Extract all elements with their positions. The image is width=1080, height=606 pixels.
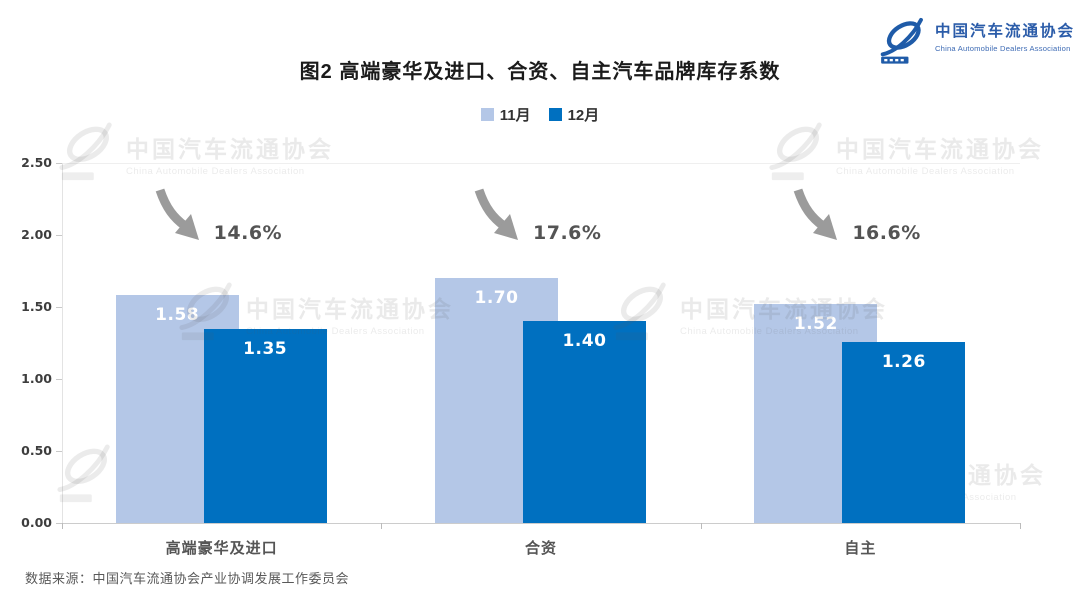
watermark-text-cn: 中国汽车流通协会	[836, 136, 1044, 162]
y-tick-mark	[56, 379, 62, 380]
x-tick-mark	[62, 523, 63, 529]
watermark: 中国汽车流通协会 China Automobile Dealers Associa…	[766, 120, 1044, 188]
watermark-text-cn: 中国汽车流通协会	[246, 296, 454, 322]
chart-legend: 11月 12月	[0, 104, 1080, 125]
bar-value-label: 1.58	[155, 305, 200, 326]
y-tick-mark	[56, 451, 62, 452]
cada-swoosh-watermark-icon	[59, 122, 112, 181]
y-tick-label: 2.00	[21, 227, 52, 242]
bar-value-label: 1.40	[562, 331, 607, 352]
x-tick-mark	[381, 523, 383, 529]
y-tick-mark	[56, 523, 62, 524]
y-tick-mark	[56, 235, 62, 236]
decline-percent-label: 14.6%	[213, 222, 283, 244]
watermark-text-cn: 中国汽车流通协会	[126, 136, 334, 162]
cada-swoosh-watermark-icon	[769, 122, 822, 181]
watermark	[54, 442, 116, 510]
legend-swatch-icon	[548, 108, 562, 121]
decline-percent-label: 17.6%	[533, 222, 602, 244]
bar-value-label: 1.35	[243, 338, 288, 359]
bar-value-label: 1.70	[474, 288, 519, 309]
category-label-高端豪华及进口: 高端豪华及进口	[165, 540, 278, 557]
x-tick-mark	[1020, 523, 1021, 529]
association-name-cn: 中国汽车流通协会	[935, 23, 1076, 40]
watermark-text: 中国汽车流通协会 China Automobile Dealers Associa…	[836, 120, 1044, 177]
y-tick-label: 0.50	[21, 443, 52, 458]
x-tick-mark	[700, 523, 702, 529]
watermark-text-en: China Automobile Dealers Association	[836, 166, 1015, 177]
legend-label: 12月	[567, 107, 600, 124]
x-axis-line	[62, 523, 1020, 524]
y-tick-label: 0.00	[21, 515, 52, 530]
legend-item-12月: 12月	[548, 104, 600, 125]
y-tick-label: 2.50	[21, 155, 52, 170]
bar-12月-合资: 1.40	[523, 321, 646, 523]
category-label-合资: 合资	[524, 540, 557, 557]
decline-arrow-icon	[474, 188, 518, 240]
decline-annotation: 16.6%	[790, 186, 920, 244]
decline-annotation: 17.6%	[471, 186, 601, 244]
y-axis-line	[62, 163, 63, 523]
y-tick-mark	[56, 307, 62, 308]
bar-value-label: 1.26	[881, 351, 926, 372]
y-tick-mark	[56, 163, 62, 164]
data-source-note: 数据来源：中国汽车流通协会产业协调发展工作委员会	[25, 571, 350, 586]
legend-item-11月: 11月	[480, 104, 531, 125]
decline-arrow-icon	[155, 188, 199, 240]
category-label-自主: 自主	[844, 540, 877, 557]
cada-banner	[881, 56, 909, 64]
gridline-top	[62, 163, 1020, 164]
bar-12月-自主: 1.26	[842, 341, 966, 523]
y-tick-label: 1.50	[21, 299, 52, 314]
cada-swoosh-icon	[880, 17, 923, 64]
association-logo: 中国汽车流通协会 China Automobile Dealers Associ…	[878, 16, 1075, 66]
legend-label: 11月	[499, 107, 531, 124]
watermark-text-en: China Automobile Dealers Association	[126, 166, 305, 177]
watermark-text: 中国汽车流通协会 China Automobile Dealers Associa…	[126, 120, 334, 177]
chart-title: 图2 高端豪华及进口、合资、自主汽车品牌库存系数	[299, 61, 781, 83]
bar-value-label: 1.52	[793, 314, 838, 335]
watermark: 中国汽车流通协会 China Automobile Dealers Associa…	[56, 120, 334, 188]
bar-12月-高端豪华及进口: 1.35	[203, 328, 327, 523]
decline-arrow-icon	[794, 188, 838, 240]
decline-annotation: 14.6%	[152, 186, 282, 244]
y-tick-label: 1.00	[21, 371, 52, 386]
decline-percent-label: 16.6%	[852, 222, 921, 244]
association-name-en: China Automobile Dealers Association	[935, 43, 1071, 53]
legend-swatch-icon	[480, 108, 494, 121]
cada-swoosh-watermark-icon	[57, 444, 110, 503]
